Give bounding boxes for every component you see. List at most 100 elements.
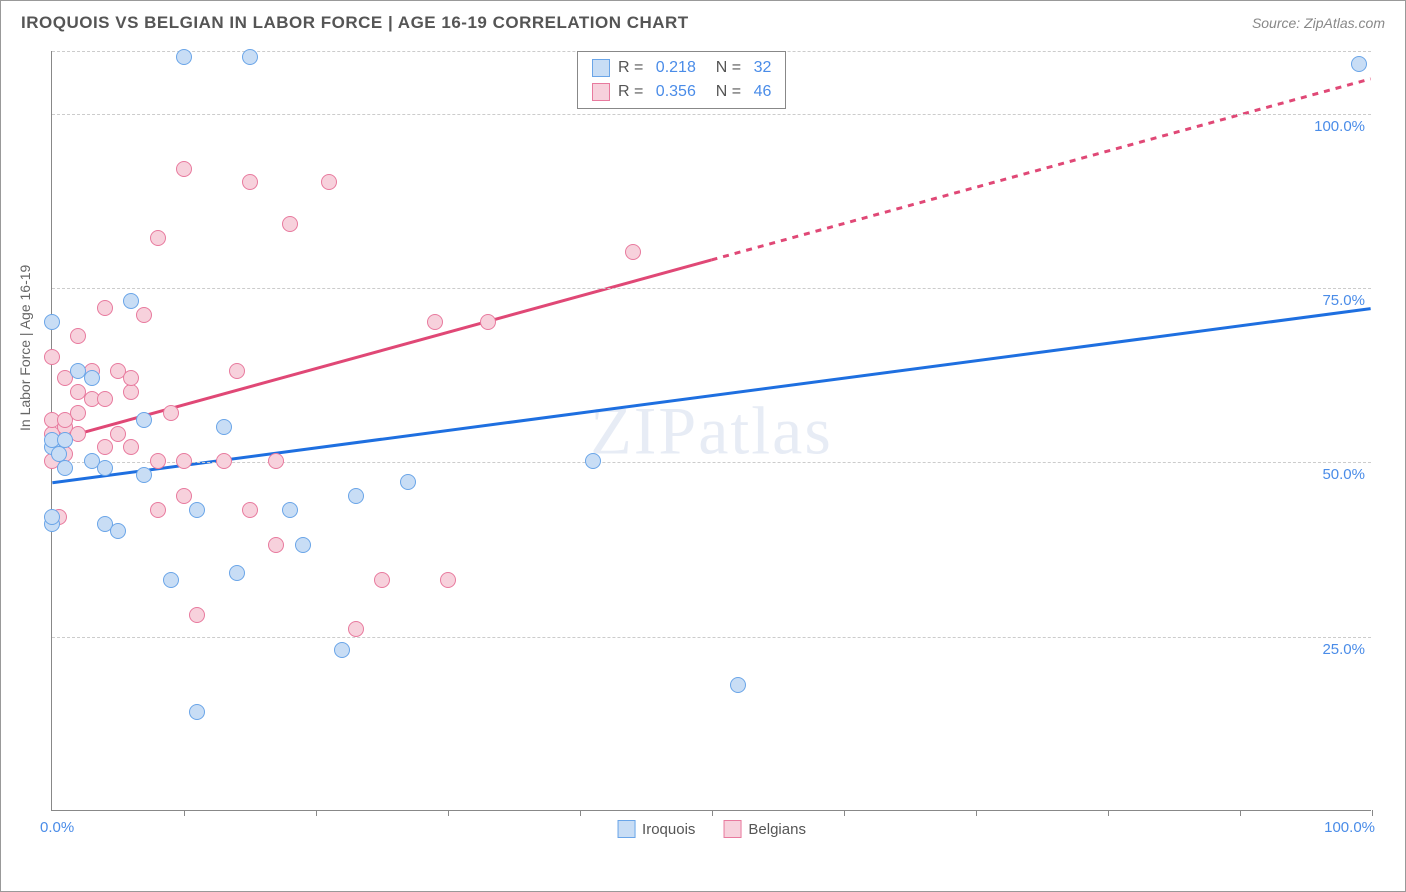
gridline	[52, 288, 1371, 289]
legend-swatch-icon	[617, 820, 635, 838]
data-point	[97, 439, 113, 455]
data-point	[321, 174, 337, 190]
data-point	[1351, 56, 1367, 72]
data-point	[440, 572, 456, 588]
data-point	[282, 502, 298, 518]
data-point	[136, 307, 152, 323]
r-label: R =	[618, 56, 648, 80]
data-point	[625, 244, 641, 260]
regression-lines	[52, 51, 1371, 810]
data-point	[216, 453, 232, 469]
data-point	[189, 607, 205, 623]
data-point	[44, 314, 60, 330]
data-point	[176, 161, 192, 177]
data-point	[123, 384, 139, 400]
legend-swatch-belgians	[592, 83, 610, 101]
data-point	[150, 453, 166, 469]
y-tick-label: 100.0%	[1314, 118, 1365, 135]
x-tick-mark	[976, 810, 977, 816]
data-point	[163, 572, 179, 588]
gridline	[52, 114, 1371, 115]
data-point	[57, 460, 73, 476]
r-value-iroquois: 0.218	[656, 56, 708, 80]
data-point	[348, 488, 364, 504]
data-point	[374, 572, 390, 588]
data-point	[123, 439, 139, 455]
data-point	[295, 537, 311, 553]
n-value-iroquois: 32	[754, 56, 772, 80]
x-tick-mark	[448, 810, 449, 816]
n-label: N =	[716, 56, 746, 80]
y-axis-label: In Labor Force | Age 16-19	[17, 265, 33, 431]
data-point	[242, 49, 258, 65]
data-point	[123, 293, 139, 309]
watermark: ZIPatlas	[590, 391, 833, 470]
legend-item-iroquois: Iroquois	[617, 820, 695, 838]
data-point	[348, 621, 364, 637]
data-point	[84, 370, 100, 386]
legend-label: Iroquois	[642, 821, 695, 838]
data-point	[730, 677, 746, 693]
data-point	[242, 502, 258, 518]
legend-stats-row: R = 0.218 N = 32	[592, 56, 771, 80]
data-point	[136, 412, 152, 428]
data-point	[70, 328, 86, 344]
data-point	[480, 314, 496, 330]
data-point	[268, 537, 284, 553]
data-point	[229, 565, 245, 581]
x-tick-mark	[844, 810, 845, 816]
data-point	[70, 405, 86, 421]
data-point	[110, 426, 126, 442]
data-point	[163, 405, 179, 421]
legend-item-belgians: Belgians	[723, 820, 806, 838]
data-point	[189, 704, 205, 720]
data-point	[400, 474, 416, 490]
data-point	[150, 502, 166, 518]
x-tick-mark	[712, 810, 713, 816]
source-label: Source: ZipAtlas.com	[1252, 15, 1385, 31]
legend-swatch-icon	[723, 820, 741, 838]
y-tick-label: 50.0%	[1322, 466, 1365, 483]
x-tick-mark	[316, 810, 317, 816]
data-point	[268, 453, 284, 469]
n-label: N =	[716, 80, 746, 104]
y-tick-label: 75.0%	[1322, 292, 1365, 309]
data-point	[176, 49, 192, 65]
data-point	[189, 502, 205, 518]
data-point	[176, 453, 192, 469]
data-point	[123, 370, 139, 386]
gridline	[52, 637, 1371, 638]
data-point	[229, 363, 245, 379]
x-axis-label-start: 0.0%	[40, 819, 74, 836]
legend-stats-box: R = 0.218 N = 32 R = 0.356 N = 46	[577, 51, 786, 109]
data-point	[176, 488, 192, 504]
legend-label: Belgians	[748, 821, 806, 838]
data-point	[334, 642, 350, 658]
x-tick-mark	[580, 810, 581, 816]
y-tick-label: 25.0%	[1322, 641, 1365, 658]
chart-container: IROQUOIS VS BELGIAN IN LABOR FORCE | AGE…	[0, 0, 1406, 892]
x-tick-mark	[1240, 810, 1241, 816]
data-point	[150, 230, 166, 246]
data-point	[242, 174, 258, 190]
data-point	[110, 523, 126, 539]
x-axis-label-end: 100.0%	[1324, 819, 1375, 836]
data-point	[216, 419, 232, 435]
gridline	[52, 462, 1371, 463]
data-point	[97, 300, 113, 316]
data-point	[44, 349, 60, 365]
data-point	[97, 391, 113, 407]
plot-area: R = 0.218 N = 32 R = 0.356 N = 46 ZIPatl…	[51, 51, 1371, 811]
chart-title: IROQUOIS VS BELGIAN IN LABOR FORCE | AGE…	[21, 13, 689, 33]
x-tick-mark	[1372, 810, 1373, 816]
data-point	[585, 453, 601, 469]
r-label: R =	[618, 80, 648, 104]
data-point	[97, 460, 113, 476]
legend-swatch-iroquois	[592, 59, 610, 77]
data-point	[57, 432, 73, 448]
chart-header: IROQUOIS VS BELGIAN IN LABOR FORCE | AGE…	[1, 1, 1405, 45]
x-tick-mark	[184, 810, 185, 816]
x-tick-mark	[1108, 810, 1109, 816]
data-point	[136, 467, 152, 483]
legend-bottom: Iroquois Belgians	[617, 820, 806, 838]
